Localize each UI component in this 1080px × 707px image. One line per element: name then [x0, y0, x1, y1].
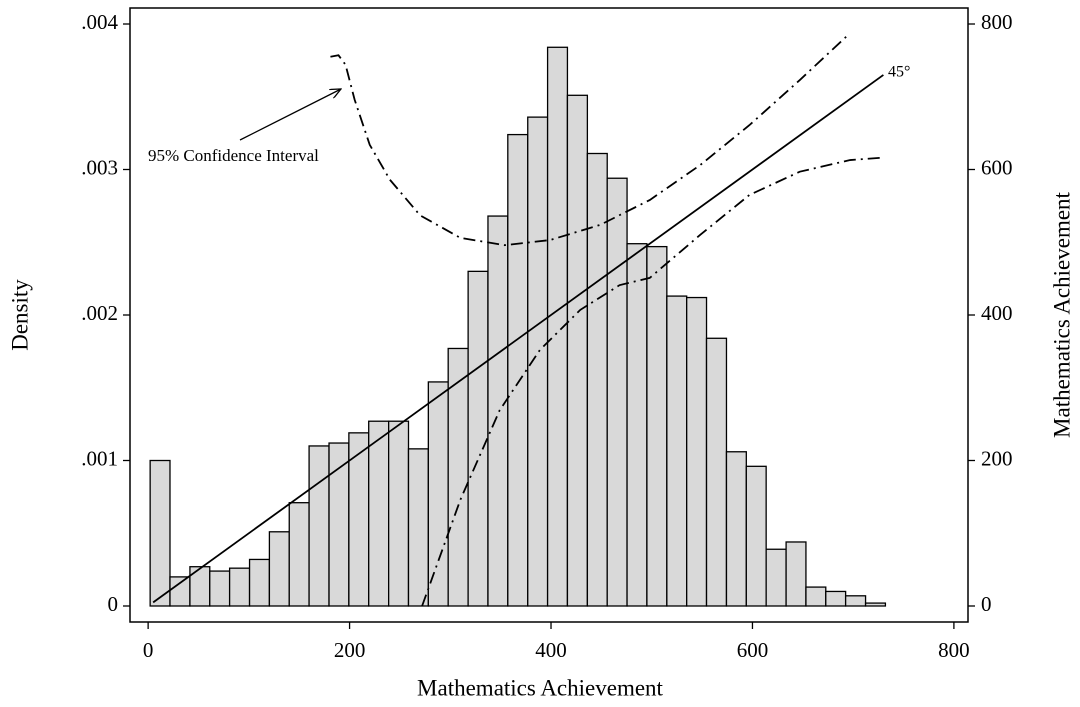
bar — [864, 602, 887, 607]
bar — [705, 337, 728, 607]
bar — [268, 531, 290, 607]
annotation-arrow — [239, 89, 341, 141]
bar — [666, 295, 688, 607]
bar — [586, 152, 608, 607]
x-tick-label: 200 — [334, 638, 366, 662]
series-line — [330, 34, 849, 247]
bar — [467, 270, 489, 607]
bar — [745, 465, 767, 607]
bar — [209, 570, 231, 607]
bar — [646, 245, 668, 607]
bar — [169, 576, 191, 607]
bar — [288, 502, 310, 607]
annotation: 95% Confidence Interval — [148, 146, 319, 165]
x-tick-label: 0 — [143, 638, 154, 662]
y2-tick-label: 0 — [981, 592, 992, 616]
y2-tick-label: 400 — [981, 301, 1013, 325]
bar — [765, 548, 787, 607]
y2-tick-label: 600 — [981, 155, 1013, 179]
bar — [248, 558, 271, 607]
bar — [686, 296, 708, 607]
y-axis-title: Density — [7, 279, 32, 351]
y-tick-label: .002 — [81, 301, 118, 325]
y2-axis-title: Mathematics Achievement — [1049, 191, 1074, 438]
bar — [427, 381, 449, 607]
bar — [805, 586, 827, 607]
bar — [825, 590, 847, 607]
plot-area — [149, 34, 887, 607]
bar — [228, 567, 251, 607]
bar — [487, 215, 509, 607]
bar — [844, 595, 867, 607]
bar — [725, 451, 747, 607]
bar — [785, 541, 807, 607]
bar — [388, 420, 410, 607]
bar — [507, 133, 529, 607]
bar — [149, 459, 171, 607]
bar — [606, 177, 628, 607]
y2-tick-label: 200 — [981, 446, 1013, 470]
bar — [368, 420, 390, 607]
y2-tick-label: 800 — [981, 10, 1013, 34]
bar — [626, 243, 648, 607]
y-tick-label: .004 — [81, 10, 118, 34]
bar — [566, 94, 589, 607]
series-line — [421, 156, 881, 607]
annotation: 45° — [888, 64, 910, 81]
y-tick-label: .003 — [81, 155, 118, 179]
y-tick-label: 0 — [108, 592, 119, 616]
x-tick-label: 600 — [737, 638, 769, 662]
bar — [527, 116, 549, 607]
y-tick-label: .001 — [81, 446, 118, 470]
bar — [407, 448, 429, 607]
x-tick-label: 400 — [535, 638, 567, 662]
x-tick-label: 800 — [938, 638, 970, 662]
bar — [308, 445, 330, 607]
series-line — [152, 74, 884, 604]
x-axis-title: Mathematics Achievement — [417, 675, 664, 700]
